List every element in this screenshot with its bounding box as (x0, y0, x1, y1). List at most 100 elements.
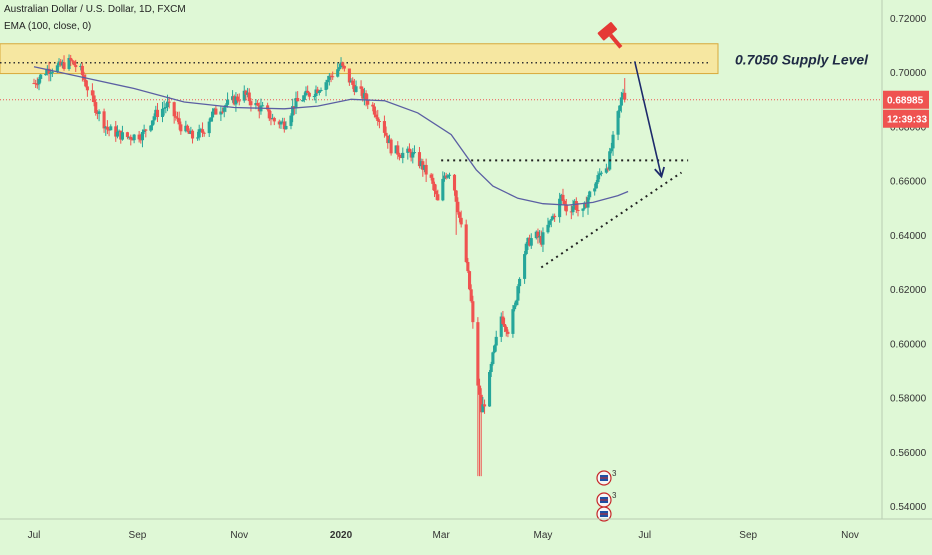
candle-body (237, 100, 241, 102)
candle-body (489, 363, 493, 372)
candle-body (513, 305, 517, 310)
candle-body (571, 206, 575, 213)
candle-body (94, 102, 98, 113)
candle-body (396, 145, 400, 155)
candle-body (327, 75, 331, 80)
x-tick-label: Sep (739, 530, 757, 541)
candle-body (319, 89, 323, 91)
candle-body (60, 62, 64, 66)
y-tick-label: 0.56000 (890, 448, 927, 459)
candle-body (84, 79, 88, 87)
x-tick-label: May (534, 530, 553, 541)
candle-body (154, 109, 158, 117)
candle-body (551, 215, 555, 220)
candle-body (85, 86, 89, 91)
candle-body (34, 83, 38, 85)
candle-body (593, 188, 597, 192)
y-tick-label: 0.58000 (890, 394, 927, 405)
candle-body (104, 126, 108, 129)
countdown-text: 12:39:33 (887, 115, 927, 126)
candle-body (488, 371, 492, 407)
candle-body (212, 108, 216, 112)
candle-body (92, 95, 96, 103)
candle-body (312, 96, 316, 98)
candle-body (541, 232, 545, 245)
candle-body (234, 96, 238, 105)
candles (32, 54, 627, 477)
candle-body (581, 208, 585, 211)
event-flag-au[interactable]: 3 (596, 469, 617, 486)
candle-body (446, 175, 450, 178)
candle-body (125, 132, 129, 138)
y-tick-label: 0.68000 (890, 122, 927, 133)
candle-body (296, 98, 300, 102)
candle-body (516, 286, 520, 301)
candle-body (514, 300, 518, 306)
candle-body (139, 139, 143, 141)
candle-body (69, 57, 73, 61)
event-flag-us-2[interactable] (596, 506, 612, 522)
candle-body (464, 224, 468, 262)
candle-body (120, 132, 124, 140)
candle-body (409, 151, 413, 158)
candle-body (326, 79, 330, 83)
candle-body (219, 111, 223, 115)
x-tick-label: 2020 (330, 530, 353, 541)
candle-body (142, 129, 146, 132)
candle-body (559, 194, 563, 199)
candle-body (337, 67, 341, 70)
candle-body (324, 82, 328, 90)
candle-body (137, 134, 141, 140)
candle-body (307, 92, 311, 97)
candle-body (436, 194, 440, 201)
candle-body (523, 254, 527, 279)
candle-body (421, 161, 425, 170)
candle-body (372, 106, 376, 115)
candle-body (621, 92, 625, 98)
candle-body (598, 173, 602, 176)
candle-body (526, 237, 530, 244)
candle-body (459, 217, 463, 225)
candle-body (558, 198, 562, 218)
candle-body (277, 121, 281, 125)
x-tick-label: Jul (638, 530, 651, 541)
candle-body (172, 102, 176, 117)
candle-body (441, 178, 445, 201)
candle-body (553, 215, 557, 218)
svg-text:3: 3 (612, 491, 617, 500)
candle-body (114, 126, 118, 137)
candle-body (211, 111, 215, 118)
candle-body (160, 108, 165, 118)
candle-body (387, 139, 391, 144)
candle-body (424, 164, 428, 175)
candle-body (331, 76, 335, 78)
candle-body (246, 92, 250, 95)
candle-body (336, 69, 340, 77)
event-flag-us[interactable]: 3 (596, 491, 617, 508)
candle-body (127, 136, 131, 138)
candle-body (456, 201, 460, 213)
candle-body (316, 89, 320, 93)
candle-body (317, 90, 321, 93)
candle-body (457, 212, 462, 218)
candle-body (401, 152, 405, 158)
candle-body (95, 112, 99, 114)
candle-body (477, 385, 482, 395)
candle-body (417, 152, 422, 167)
y-tick-label: 0.60000 (890, 339, 927, 350)
candle-body (386, 135, 390, 144)
candle-body (57, 61, 61, 66)
candle-body (202, 132, 206, 134)
candle-body (454, 190, 458, 202)
candle-body (155, 109, 160, 118)
candle-body (364, 93, 368, 101)
candle-body (244, 90, 248, 95)
candle-body (349, 80, 353, 83)
candle-body (619, 97, 623, 106)
candle-body (256, 103, 260, 106)
candle-body (164, 107, 168, 109)
candle-body (306, 90, 310, 93)
candle-body (222, 107, 226, 112)
